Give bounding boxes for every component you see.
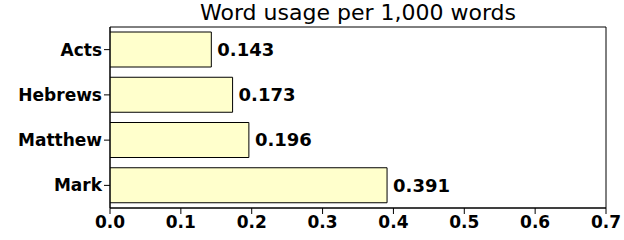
svg-text:0.4: 0.4 — [378, 212, 408, 232]
svg-text:0.391: 0.391 — [393, 175, 450, 196]
svg-text:0.173: 0.173 — [239, 84, 296, 105]
svg-text:Acts: Acts — [61, 40, 102, 60]
html-text:Word usage per 1,000 words: Word usage per 1,000 words — [200, 0, 516, 25]
svg-text:0.1: 0.1 — [166, 212, 196, 232]
svg-text:Hebrews: Hebrews — [18, 85, 102, 105]
svg-text:0.0: 0.0 — [95, 212, 125, 232]
svg-text:0.7: 0.7 — [591, 212, 616, 232]
svg-text:0.3: 0.3 — [308, 212, 338, 232]
svg-text:0.196: 0.196 — [255, 129, 312, 150]
svg-text:Matthew: Matthew — [18, 130, 102, 150]
svg-text:0.6: 0.6 — [520, 212, 550, 232]
svg-text:0.143: 0.143 — [217, 39, 274, 60]
svg-text:0.5: 0.5 — [449, 212, 479, 232]
svg-text:Mark: Mark — [54, 175, 103, 195]
svg-text:0.2: 0.2 — [237, 212, 267, 232]
